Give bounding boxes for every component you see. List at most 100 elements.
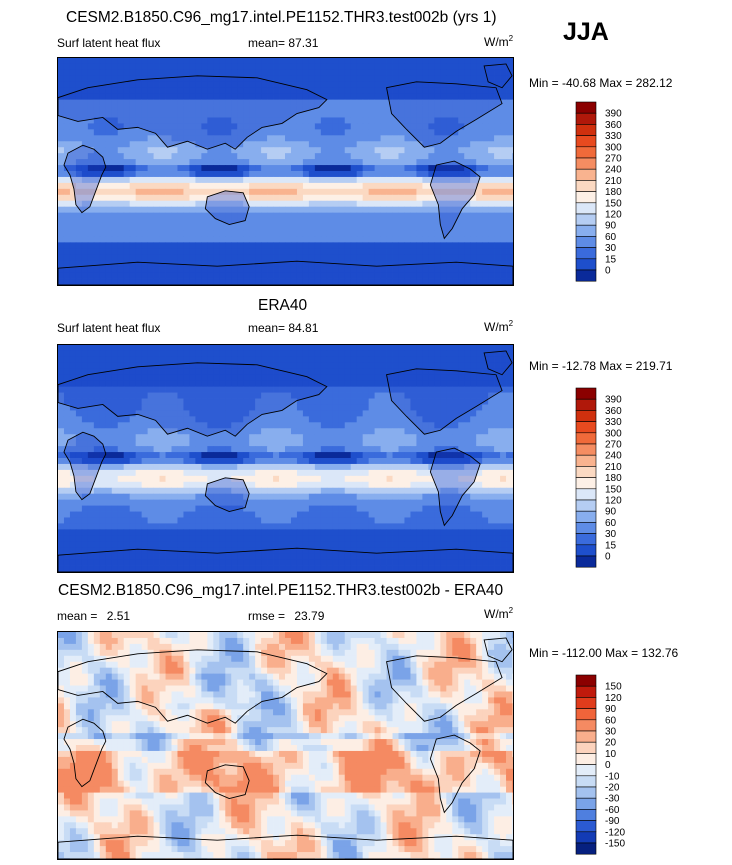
colorbar-tick-label: 180: [605, 473, 622, 484]
colorbar-swatch: [575, 488, 597, 501]
colorbar-swatch: [575, 387, 597, 400]
colorbar-swatch: [575, 719, 597, 732]
colorbar-tick-label: 15: [605, 254, 617, 265]
colorbar-tick-label: 60: [605, 232, 617, 243]
colorbar-swatch: [575, 269, 597, 282]
colorbar-swatch: [575, 432, 597, 445]
colorbar-tick-label: 300: [605, 428, 622, 439]
coastline: [429, 160, 481, 240]
coastline: [204, 477, 250, 513]
panel3-rmse-value: 23.79: [294, 609, 325, 623]
panel1-map-svg: [58, 58, 513, 285]
colorbar-swatch: [575, 555, 597, 568]
season-label: JJA: [563, 18, 609, 46]
panel1-units-base: W/m: [484, 35, 509, 49]
panel1-variable: Surf latent heat flux: [57, 36, 161, 50]
panel3-title: CESM2.B1850.C96_mg17.intel.PE1152.THR3.t…: [58, 582, 504, 599]
colorbar-tick-label: 240: [605, 165, 622, 176]
panel2-units-sup: 2: [508, 319, 514, 328]
coastline: [58, 260, 513, 285]
coastline: [63, 144, 107, 214]
colorbar-swatch: [575, 236, 597, 248]
colorbar-swatch: [575, 224, 597, 237]
colorbar-tick-label: 390: [605, 109, 622, 120]
panel1-units: W/m2: [484, 34, 514, 49]
colorbar-swatch: [575, 258, 597, 271]
colorbar-swatch: [575, 831, 597, 844]
colorbar-swatch: [575, 510, 597, 523]
coastline: [58, 649, 328, 724]
coastline: [483, 63, 513, 89]
coastline: [429, 734, 481, 814]
colorbar-tick-label: 90: [605, 704, 617, 715]
panel2-map: [57, 344, 514, 573]
colorbar-tick-label: 150: [605, 484, 622, 495]
panel1-mean: mean= 87.31: [248, 37, 318, 49]
colorbar-tick-label: 210: [605, 462, 622, 473]
panel2-mean-value: 84.81: [288, 321, 319, 335]
colorbar-tick-label: 270: [605, 154, 622, 165]
panel3-colorbar: 150 120 90 60 30 20 10 0 -10 -20 -30 -60 -90 -120 -150: [575, 674, 675, 859]
colorbar-tick-label: 330: [605, 417, 622, 428]
colorbar-swatch: [575, 421, 597, 434]
colorbar-tick-label: 30: [605, 727, 617, 738]
colorbar-swatch: [575, 146, 597, 159]
coastline: [483, 350, 513, 376]
coastline: [204, 764, 250, 800]
colorbar-tick-label: 30: [605, 529, 617, 540]
colorbar-swatch: [575, 820, 597, 833]
colorbar-swatch: [575, 764, 597, 777]
colorbar-swatch: [575, 708, 597, 721]
panel3-rmse-label: rmse =: [248, 609, 286, 623]
colorbar-tick-label: -30: [605, 794, 620, 805]
colorbar-tick-label: 270: [605, 440, 622, 451]
colorbar-swatch: [575, 775, 597, 788]
colorbar-swatch: [575, 533, 597, 546]
colorbar-tick-label: 360: [605, 120, 622, 131]
coastline: [386, 81, 503, 148]
colorbar-swatch: [575, 674, 597, 687]
panel3-units: W/m2: [484, 606, 514, 621]
colorbar-tick-label: 390: [605, 395, 622, 406]
coastline: [58, 834, 513, 859]
colorbar-swatch: [575, 477, 597, 490]
colorbar-tick-label: 0: [605, 760, 611, 771]
colorbar-swatch: [575, 685, 597, 698]
colorbar-swatch: [575, 247, 597, 260]
colorbar-tick-label: -10: [605, 771, 620, 782]
colorbar-tick-label: 360: [605, 406, 622, 417]
colorbar-tick-label: 60: [605, 715, 617, 726]
colorbar-swatch: [575, 191, 597, 204]
colorbar-swatch: [575, 213, 597, 226]
panel2-units: W/m2: [484, 319, 514, 334]
colorbar-swatch: [575, 466, 597, 478]
colorbar-swatch: [575, 786, 597, 799]
colorbar-tick-label: 60: [605, 518, 617, 529]
colorbar-swatch: [575, 544, 597, 557]
panel1-title: CESM2.B1850.C96_mg17.intel.PE1152.THR3.t…: [66, 9, 497, 26]
colorbar-tick-label: 150: [605, 198, 622, 209]
panel3-mean-value: 2.51: [106, 609, 131, 623]
panel3-mean: mean = 2.51: [57, 610, 130, 622]
panel3-units-sup: 2: [508, 606, 514, 615]
coastline: [386, 655, 503, 722]
colorbar-tick-label: -120: [605, 827, 625, 838]
panel3-mean-label: mean =: [57, 609, 98, 623]
panel2-title: ERA40: [258, 297, 308, 314]
panel3-rmse: rmse = 23.79: [248, 610, 324, 622]
panel2-map-svg: [58, 345, 513, 572]
panel3-minmax: Min = -112.00 Max = 132.76: [529, 646, 679, 660]
colorbar-tick-label: -20: [605, 783, 620, 794]
colorbar-tick-label: 120: [605, 693, 622, 704]
panel1-colorbar: 390 360 330 300 270 240 210 180 150 120 90 60 30 15 0: [575, 101, 675, 286]
colorbar-swatch: [575, 753, 597, 765]
colorbar-tick-label: 90: [605, 221, 617, 232]
colorbar-swatch: [575, 697, 597, 709]
coastline: [483, 637, 513, 663]
coastline: [63, 718, 107, 788]
panel2-colorbar: 390 360 330 300 270 240 210 180 150 120 90 60 30 15 0: [575, 387, 675, 572]
panel1-units-sup: 2: [508, 34, 514, 43]
panel2-minmax: Min = -12.78 Max = 219.71: [529, 359, 673, 373]
coastline: [429, 447, 481, 527]
colorbar-tick-label: 15: [605, 540, 617, 551]
